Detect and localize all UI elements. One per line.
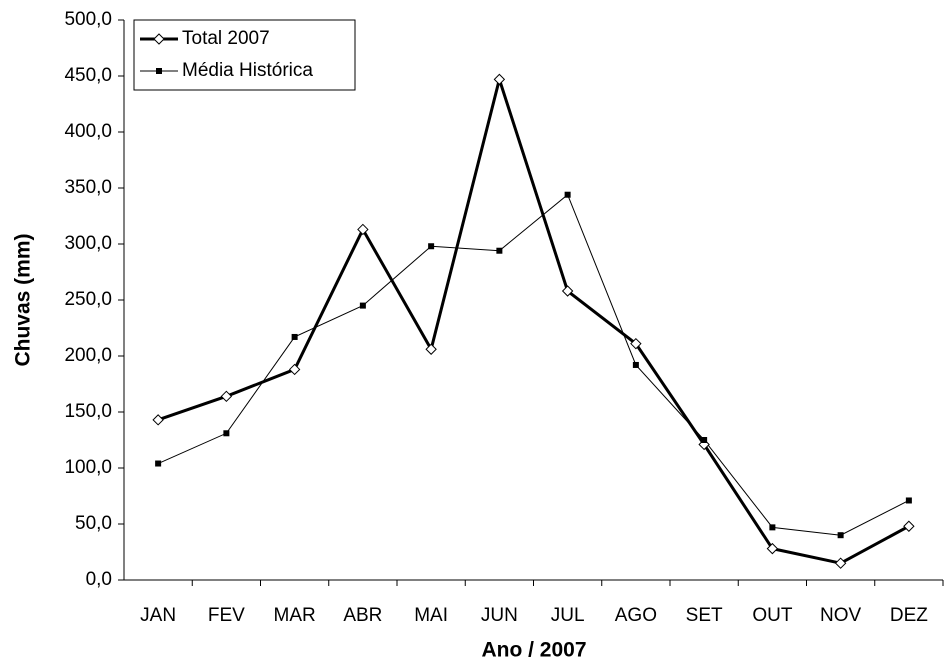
x-tick-label: SET	[686, 605, 723, 626]
x-tick-label: DEZ	[890, 605, 928, 626]
marker	[291, 333, 298, 340]
marker	[428, 243, 435, 250]
marker	[496, 247, 503, 254]
marker	[905, 497, 912, 504]
marker	[152, 414, 164, 426]
x-tick-label: MAR	[274, 605, 316, 626]
marker	[561, 285, 574, 297]
marker	[357, 223, 369, 236]
marker	[220, 390, 233, 403]
x-tick-label: JUL	[551, 605, 585, 626]
y-tick-label: 350,0	[64, 177, 112, 198]
y-tick-label: 50,0	[75, 513, 112, 534]
y-tick-label: 250,0	[64, 289, 112, 310]
legend-label: Total 2007	[182, 28, 270, 49]
y-tick-label: 450,0	[64, 65, 112, 86]
marker	[156, 68, 162, 74]
marker	[155, 460, 162, 467]
marker	[903, 520, 915, 532]
marker	[837, 532, 844, 539]
marker	[701, 437, 708, 443]
x-axis-label: Ano / 2007	[481, 639, 586, 662]
x-tick-label: JAN	[140, 605, 176, 626]
legend-label: Média Histórica	[182, 60, 313, 81]
x-tick-label: MAI	[414, 605, 448, 626]
y-tick-label: 150,0	[64, 401, 112, 422]
x-tick-label: JUN	[481, 605, 518, 626]
marker	[834, 557, 847, 569]
marker	[493, 73, 506, 86]
y-tick-label: 300,0	[64, 233, 112, 254]
marker	[223, 430, 230, 437]
y-tick-label: 200,0	[64, 345, 112, 366]
x-tick-label: OUT	[752, 605, 793, 626]
y-tick-label: 0,0	[86, 569, 112, 590]
x-tick-label: FEV	[208, 605, 245, 626]
y-axis-label: Chuvas (mm)	[12, 233, 35, 366]
x-tick-label: AGO	[615, 605, 657, 626]
series-line	[157, 193, 910, 536]
marker	[766, 542, 779, 555]
series-line	[157, 73, 910, 565]
legend-box	[133, 19, 356, 91]
marker	[359, 302, 366, 309]
y-tick-label: 400,0	[64, 121, 112, 142]
marker	[769, 524, 776, 531]
marker	[630, 337, 642, 350]
marker	[153, 33, 165, 45]
marker	[632, 361, 639, 368]
marker	[425, 343, 437, 355]
x-tick-label: NOV	[820, 605, 862, 626]
marker	[564, 191, 571, 198]
y-tick-label: 100,0	[64, 457, 112, 478]
x-tick-label: ABR	[343, 605, 382, 626]
y-tick-label: 500,0	[64, 9, 112, 30]
marker	[288, 363, 301, 376]
